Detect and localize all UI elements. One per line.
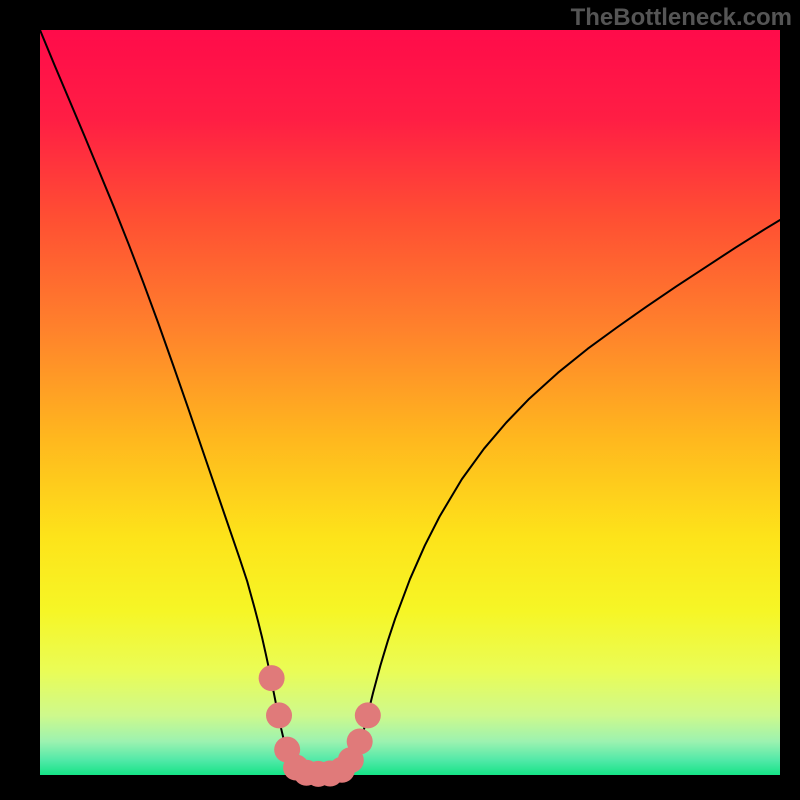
- highlight-marker: [266, 702, 292, 728]
- chart-container: TheBottleneck.com: [0, 0, 800, 800]
- plot-background: [40, 30, 780, 775]
- highlight-marker: [347, 728, 373, 754]
- highlight-marker: [259, 665, 285, 691]
- highlight-marker: [355, 702, 381, 728]
- chart-svg: [0, 0, 800, 800]
